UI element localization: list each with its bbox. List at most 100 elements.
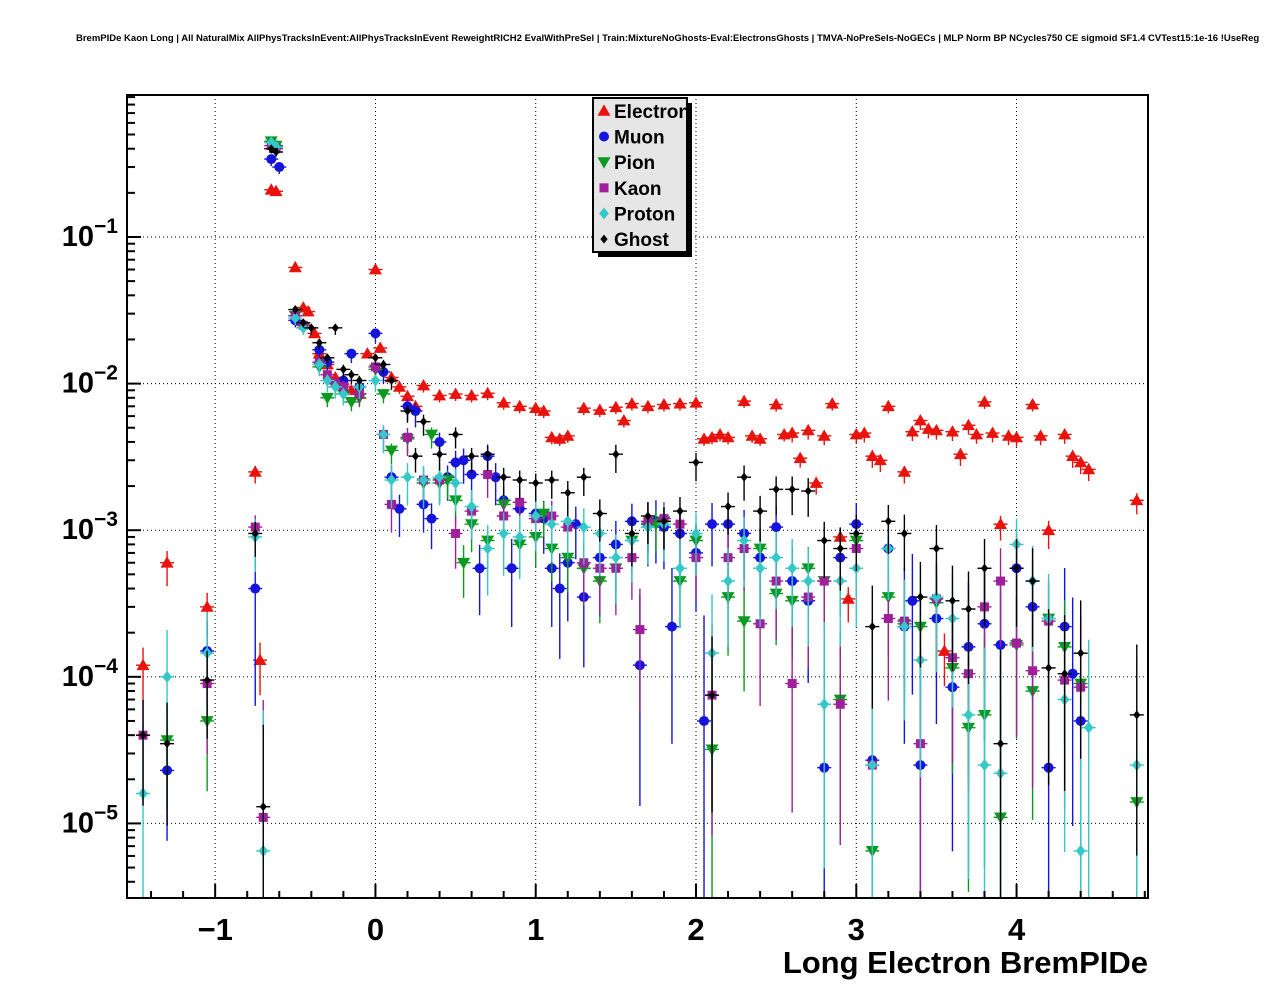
- data-point: [320, 353, 335, 365]
- data-point: [496, 467, 511, 496]
- data-point: [753, 495, 768, 542]
- data-point: [528, 401, 543, 416]
- data-point: [961, 418, 976, 435]
- data-point: [825, 397, 840, 411]
- axis-ticks: [127, 96, 1146, 898]
- data-point: [360, 347, 375, 359]
- pion-marker-icon: [597, 157, 611, 169]
- data-point: [552, 553, 567, 659]
- data-point: [640, 501, 655, 545]
- data-point: [1073, 455, 1088, 475]
- data-point: [320, 374, 335, 393]
- data-point: [376, 425, 391, 454]
- data-point: [432, 445, 447, 471]
- data-point: [1129, 644, 1144, 856]
- data-point: [945, 425, 960, 442]
- data-point: [384, 465, 399, 509]
- data-point: [472, 544, 487, 616]
- data-point: [592, 403, 607, 418]
- data-point: [801, 548, 816, 647]
- legend-box: [592, 97, 688, 253]
- data-point: [160, 551, 175, 587]
- data-point: [841, 587, 856, 623]
- legend-entry-electron: Electron: [597, 102, 690, 123]
- data-point: [456, 545, 471, 598]
- plot-title: BremPIDe Kaon Long | All NaturalMix AllP…: [76, 33, 1260, 44]
- data-point: [248, 465, 263, 484]
- data-point: [368, 374, 383, 393]
- data-point: [905, 553, 920, 695]
- data-point: [969, 427, 984, 444]
- data-point: [576, 401, 591, 416]
- data-point: [408, 402, 423, 428]
- data-point: [352, 375, 367, 390]
- data-point: [269, 147, 284, 157]
- data-point: [1065, 597, 1080, 827]
- data-point: [264, 154, 279, 167]
- x-axis-title: Long Electron BremPIDe: [783, 945, 1148, 980]
- electron-marker-icon: [597, 104, 611, 116]
- data-point: [624, 397, 639, 411]
- data-point: [1025, 548, 1040, 647]
- data-point: [408, 447, 423, 473]
- data-point: [721, 492, 736, 535]
- data-point: [424, 503, 439, 550]
- data-point: [296, 318, 311, 328]
- data-point: [576, 467, 591, 496]
- data-point: [656, 398, 671, 412]
- data-point: [753, 538, 768, 627]
- data-point: [689, 396, 704, 410]
- data-point: [1081, 639, 1096, 898]
- data-point: [616, 414, 631, 428]
- data-point: [464, 490, 479, 540]
- data-point: [721, 430, 736, 445]
- data-series: [136, 136, 1144, 898]
- data-point: [1009, 538, 1024, 627]
- data-point: [632, 588, 647, 712]
- legend-entry-label: Kaon: [614, 179, 662, 200]
- data-point: [897, 465, 912, 484]
- data-point: [528, 473, 543, 502]
- series-electron: [136, 183, 1144, 701]
- data-point: [672, 538, 687, 627]
- data-point: [608, 444, 623, 473]
- data-point: [400, 463, 415, 506]
- data-point: [344, 348, 359, 364]
- legend-entry-label: Electron: [614, 102, 690, 123]
- legend-entry-label: Pion: [614, 153, 655, 174]
- data-point: [608, 400, 623, 415]
- y-tick-label: 10−5: [62, 801, 119, 839]
- data-point: [713, 427, 728, 442]
- data-point: [785, 476, 800, 516]
- data-point: [528, 498, 543, 552]
- muon-marker-icon: [599, 131, 609, 142]
- data-point: [881, 504, 896, 555]
- data-point: [376, 359, 391, 374]
- data-point: [817, 429, 832, 446]
- data-point: [432, 388, 447, 403]
- data-point: [697, 615, 712, 898]
- data-point: [993, 548, 1008, 647]
- data-point: [921, 422, 936, 439]
- data-point: [344, 370, 359, 385]
- data-point: [873, 453, 888, 472]
- legend-entry-muon: Muon: [599, 128, 665, 149]
- legend-entry-label: Muon: [614, 128, 665, 149]
- data-point: [656, 507, 671, 550]
- data-point: [769, 476, 784, 516]
- data-point: [424, 427, 439, 449]
- data-point: [272, 162, 287, 175]
- data-point: [269, 184, 284, 197]
- data-point: [913, 561, 928, 668]
- data-point: [745, 429, 760, 443]
- data-point: [200, 650, 215, 739]
- data-point: [1129, 493, 1144, 515]
- data-point: [608, 534, 623, 605]
- data-point: [1009, 430, 1024, 447]
- axis-labels: −1 0 1 2 3 4 10−1 10−2 10−3 10−4 10−5: [62, 215, 1026, 947]
- data-point: [953, 447, 968, 466]
- data-point: [737, 585, 752, 692]
- data-point: [801, 423, 816, 440]
- data-point: [368, 328, 383, 343]
- data-point: [865, 449, 880, 468]
